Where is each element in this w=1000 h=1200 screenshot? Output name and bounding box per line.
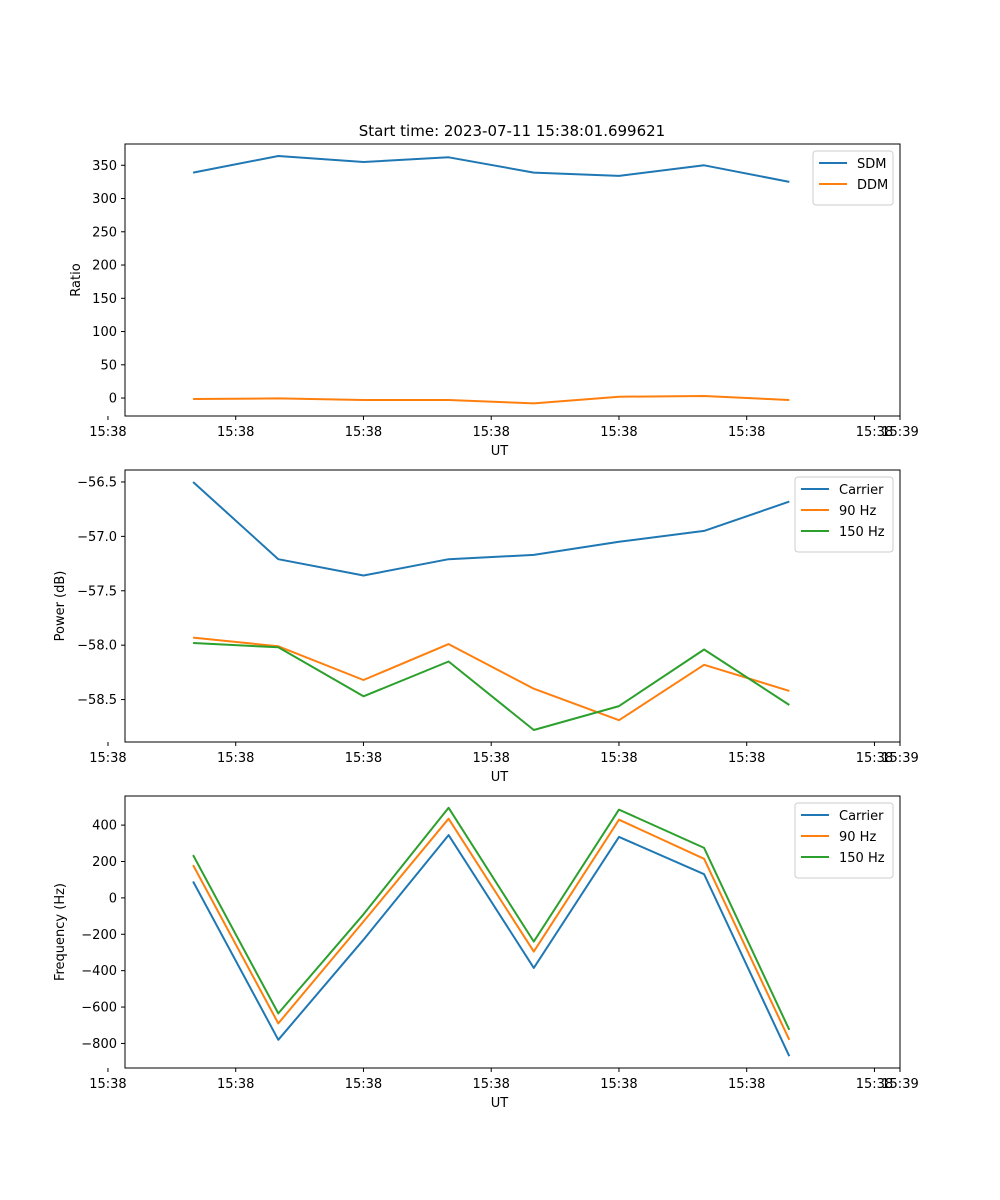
legend: Carrier 90 Hz 150 Hz xyxy=(794,802,894,879)
x-tick-label: 15:38 xyxy=(728,1077,765,1092)
y-tick-label: −56.5 xyxy=(77,475,117,490)
x-tick-label: 15:38 xyxy=(728,751,765,766)
series-line-carrier xyxy=(192,481,790,577)
x-tick-label: 15:39 xyxy=(881,751,918,766)
y-axis-label: Ratio xyxy=(69,263,84,296)
y-tick-label: 250 xyxy=(92,225,117,240)
x-tick-label: 15:38 xyxy=(89,751,126,766)
legend-label: 150 Hz xyxy=(839,851,885,866)
x-tick-label: 15:38 xyxy=(600,425,637,440)
y-tick-label: 350 xyxy=(92,159,117,174)
legend-label: Carrier xyxy=(839,809,884,824)
series-line-150-hz xyxy=(193,642,790,731)
x-tick-label: 15:38 xyxy=(217,425,254,440)
y-tick-label: −400 xyxy=(81,964,117,979)
x-tick-label: 15:38 xyxy=(600,1077,637,1092)
legend-label: 90 Hz xyxy=(839,830,876,845)
x-tick-label: 15:38 xyxy=(472,751,509,766)
series-line-150-hz xyxy=(192,806,791,1031)
x-tick-label: 15:39 xyxy=(881,425,918,440)
x-tick-label: 15:38 xyxy=(345,425,382,440)
y-tick-label: 0 xyxy=(109,891,117,906)
x-tick-label: 15:38 xyxy=(600,751,637,766)
figure-title: Start time: 2023-07-11 15:38:01.699621 xyxy=(359,122,665,140)
subplot-3: 15:38 15:38 15:38 15:38 15:38 15:38 15:3815:39… xyxy=(53,795,919,1111)
axes-frame xyxy=(124,143,901,417)
x-tick-label: 15:38 xyxy=(856,751,893,766)
y-tick-label: 200 xyxy=(92,259,117,274)
x-tick-label: 15:38 xyxy=(728,425,765,440)
y-tick-label: 200 xyxy=(92,855,117,870)
x-axis-label: UT xyxy=(491,1096,509,1111)
y-tick-label: −58.5 xyxy=(77,693,117,708)
series-line-90-hz xyxy=(192,636,790,722)
x-axis-label: UT xyxy=(491,770,509,785)
legend-box xyxy=(794,802,894,879)
legend-box xyxy=(812,150,894,206)
y-tick-label: −800 xyxy=(81,1037,117,1052)
legend: Carrier 90 Hz 150 Hz xyxy=(794,476,894,553)
y-tick-label: 50 xyxy=(100,358,117,373)
x-tick-label: 15:38 xyxy=(472,1077,509,1092)
legend-label: 150 Hz xyxy=(839,525,885,540)
x-tick-label: 15:38 xyxy=(217,1077,254,1092)
y-axis-label: Frequency (Hz) xyxy=(53,883,68,981)
x-tick-label: 15:38 xyxy=(89,1077,126,1092)
legend-label: Carrier xyxy=(839,483,884,498)
x-tick-label: 15:38 xyxy=(345,1077,382,1092)
legend: SDM DDM xyxy=(812,150,894,206)
subplots-container: 15:38 15:38 15:38 15:38 15:38 15:38 15:3815:39… xyxy=(53,143,919,1111)
series-line-sdm xyxy=(192,155,790,183)
y-tick-label: 0 xyxy=(109,392,117,407)
y-tick-label: 100 xyxy=(92,325,117,340)
series-line-90-hz xyxy=(192,817,791,1041)
legend-label: 90 Hz xyxy=(839,504,876,519)
x-axis-label: UT xyxy=(491,444,509,459)
x-tick-label: 15:38 xyxy=(856,425,893,440)
subplot-2: 15:38 15:38 15:38 15:38 15:38 15:38 15:3815:39… xyxy=(53,469,919,785)
x-tick-label: 15:38 xyxy=(345,751,382,766)
y-tick-label: 400 xyxy=(92,819,117,834)
y-axis-label: Power (dB) xyxy=(53,571,68,642)
y-tick-label: 300 xyxy=(92,192,117,207)
x-tick-label: 15:38 xyxy=(472,425,509,440)
y-tick-label: −57.0 xyxy=(77,530,117,545)
y-tick-label: 150 xyxy=(92,292,117,307)
series-line-carrier xyxy=(192,834,791,1057)
y-tick-label: −57.5 xyxy=(77,584,117,599)
series-line-ddm xyxy=(193,395,790,405)
legend-label: DDM xyxy=(857,178,888,193)
y-tick-label: −200 xyxy=(81,928,117,943)
legend-box xyxy=(794,476,894,553)
axes-frame xyxy=(124,795,901,1069)
x-tick-label: 15:38 xyxy=(217,751,254,766)
y-tick-label: −600 xyxy=(81,1001,117,1016)
y-tick-label: −58.0 xyxy=(77,639,117,654)
axes-frame xyxy=(124,469,901,743)
subplot-1: 15:38 15:38 15:38 15:38 15:38 15:38 15:3815:39… xyxy=(69,143,919,459)
x-tick-label: 15:38 xyxy=(856,1077,893,1092)
legend-label: SDM xyxy=(857,157,886,172)
x-tick-label: 15:39 xyxy=(881,1077,918,1092)
x-tick-label: 15:38 xyxy=(89,425,126,440)
